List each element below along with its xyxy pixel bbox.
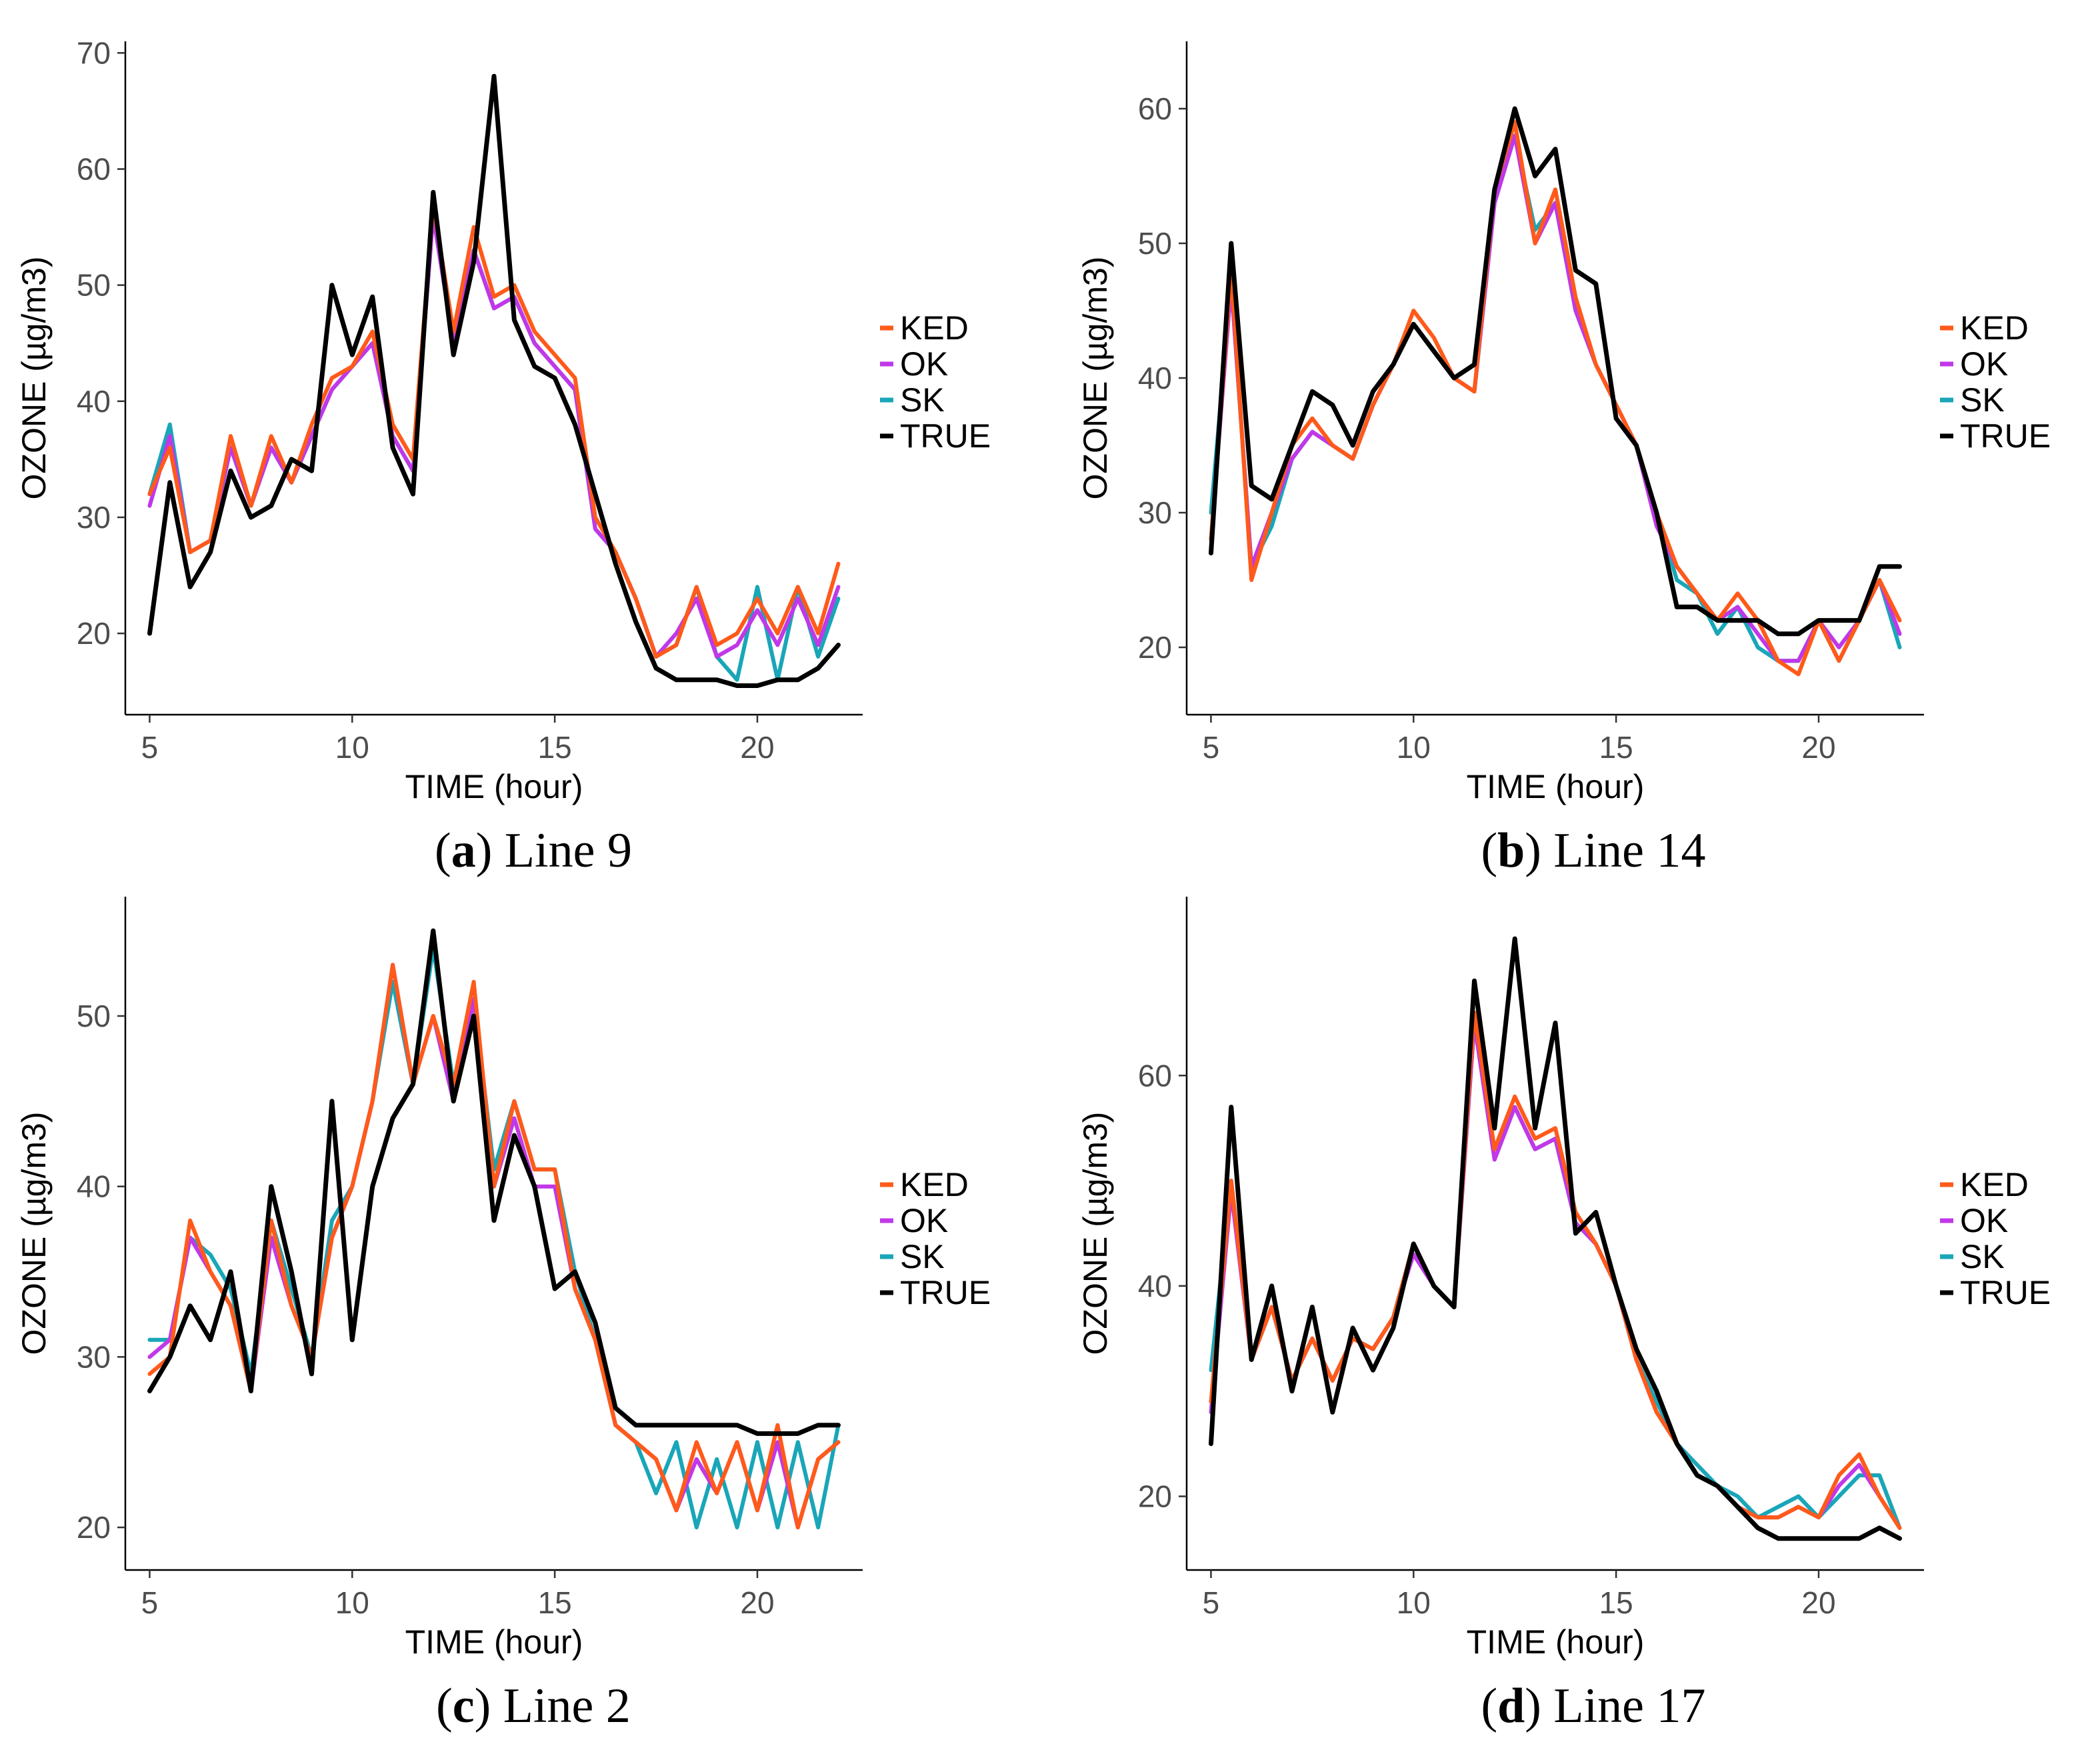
series-line-ked: [147, 201, 841, 659]
series-line-ok: [1209, 1021, 1902, 1530]
x-tick-label: 20: [1801, 1585, 1835, 1620]
x-tick-label: 10: [1397, 1585, 1431, 1620]
series-line-true: [147, 928, 841, 1436]
x-axis-title: TIME (hour): [405, 1623, 583, 1661]
series-line-ked: [147, 963, 841, 1530]
x-axis-title: TIME (hour): [405, 768, 583, 805]
x-tick-label: 5: [1203, 730, 1220, 765]
x-tick-label: 15: [538, 1585, 572, 1620]
y-tick-label: 40: [77, 1169, 111, 1204]
legend-label-sk: SK: [1960, 1238, 2005, 1275]
y-tick-label: 30: [1138, 495, 1172, 530]
y-tick-label: 20: [1138, 1479, 1172, 1514]
y-tick-label: 70: [77, 35, 111, 70]
chart-panel-c: 5 10 15 20 20 30 40 50 TIME (hour) OZONE (µg/m3) K…: [15, 897, 991, 1733]
y-tick-label: 40: [1138, 361, 1172, 395]
series-line-true: [1209, 936, 1902, 1541]
legend-label-ked: KED: [1960, 309, 2029, 347]
series-line-ok: [1209, 133, 1902, 663]
x-tick-label: 20: [1801, 730, 1835, 765]
legend-label-ok: OK: [900, 1202, 948, 1239]
series-line-ked: [1209, 120, 1902, 677]
x-axis-title: TIME (hour): [1467, 768, 1645, 805]
legend-label-true: TRUE: [900, 1274, 991, 1311]
x-tick-label: 20: [740, 1585, 774, 1620]
panel-caption: (d) Line 17: [1481, 1679, 1705, 1733]
series-line-sk: [1209, 133, 1902, 663]
panel-caption: (c) Line 2: [436, 1679, 631, 1733]
y-axis-title: OZONE (µg/m3): [1077, 257, 1114, 500]
x-tick-label: 5: [141, 1585, 159, 1620]
chart-panel-d: 5 10 15 20 20 40 60 TIME (hour) OZONE (µg/m3) KED…: [1077, 897, 2051, 1733]
y-tick-label: 30: [77, 500, 111, 535]
legend-label-ok: OK: [1960, 345, 2008, 383]
legend-label-sk: SK: [1960, 381, 2005, 419]
series-line-true: [1209, 106, 1902, 637]
y-tick-label: 40: [1138, 1269, 1172, 1303]
chart-panel-a: 5 10 15 20 20 30 40 50 60 70 TIME (hour) OZONE (µg/…: [15, 35, 991, 878]
y-axis-title: OZONE (µg/m3): [1077, 1112, 1114, 1355]
legend-label-ked: KED: [900, 1166, 969, 1203]
y-tick-label: 60: [1138, 91, 1172, 126]
legend-label-ked: KED: [900, 309, 969, 347]
x-tick-label: 5: [1203, 1585, 1220, 1620]
y-axis-title: OZONE (µg/m3): [15, 257, 53, 500]
y-tick-label: 50: [1138, 226, 1172, 261]
series-line-ok: [147, 213, 841, 659]
y-tick-label: 60: [77, 152, 111, 187]
x-tick-label: 10: [1397, 730, 1431, 765]
legend-label-ok: OK: [1960, 1202, 2008, 1239]
legend-label-true: TRUE: [1960, 1274, 2051, 1311]
x-axis-title: TIME (hour): [1467, 1623, 1645, 1661]
x-tick-label: 20: [740, 730, 774, 765]
x-tick-label: 10: [335, 1585, 369, 1620]
legend-label-sk: SK: [900, 1238, 945, 1275]
x-tick-label: 15: [1599, 730, 1633, 765]
legend-label-ked: KED: [1960, 1166, 2029, 1203]
series-line-ked: [1209, 1010, 1902, 1530]
y-axis-title: OZONE (µg/m3): [15, 1112, 53, 1355]
y-tick-label: 20: [77, 1510, 111, 1545]
panel-caption: (a) Line 9: [435, 823, 632, 878]
y-tick-label: 50: [77, 999, 111, 1033]
series-line-sk: [1209, 1021, 1902, 1530]
y-tick-label: 20: [1138, 630, 1172, 665]
series-line-sk: [147, 213, 841, 682]
chart-panel-b: 5 10 15 20 20 30 40 50 60 TIME (hour) OZONE (µg/m3…: [1077, 41, 2051, 878]
x-tick-label: 15: [1599, 1585, 1633, 1620]
panel-caption: (b) Line 14: [1481, 823, 1705, 878]
series-line-true: [147, 73, 841, 688]
legend-label-true: TRUE: [900, 417, 991, 455]
legend-label-ok: OK: [900, 345, 948, 383]
series-line-sk: [147, 945, 841, 1530]
x-tick-label: 10: [335, 730, 369, 765]
legend-label-true: TRUE: [1960, 417, 2051, 455]
y-tick-label: 60: [1138, 1058, 1172, 1093]
y-tick-label: 50: [77, 268, 111, 303]
y-tick-label: 30: [77, 1339, 111, 1374]
y-tick-label: 20: [77, 616, 111, 651]
x-tick-label: 5: [141, 730, 159, 765]
legend-label-sk: SK: [900, 381, 945, 419]
y-tick-label: 40: [77, 384, 111, 419]
x-tick-label: 15: [538, 730, 572, 765]
